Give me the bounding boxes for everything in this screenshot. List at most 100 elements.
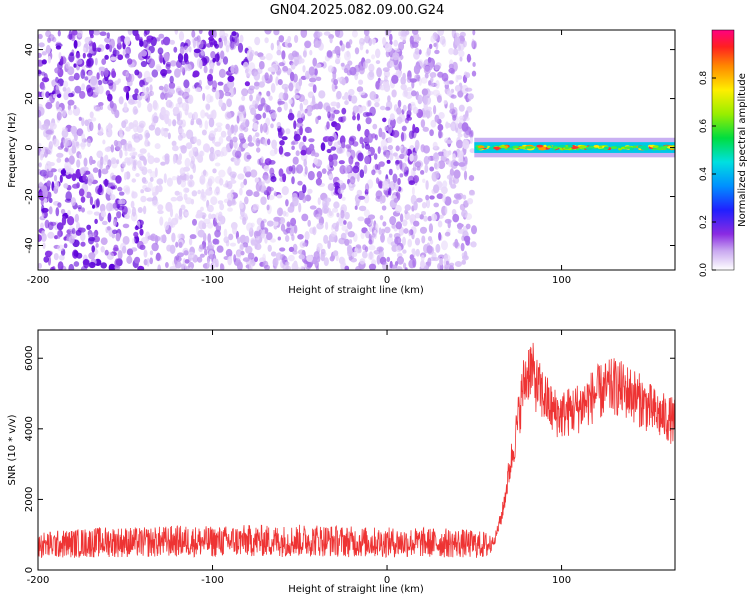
spectrogram-cell xyxy=(118,199,126,205)
spectrogram-cell xyxy=(387,145,394,150)
spectrogram-cell xyxy=(238,132,245,139)
spectrogram-cell xyxy=(220,50,225,60)
spectrogram-cell xyxy=(227,256,233,266)
spectrogram-cell xyxy=(364,183,370,193)
spectrogram-cell xyxy=(391,89,397,98)
spectrogram-cell xyxy=(336,77,343,82)
spectrogram-cell xyxy=(149,90,154,96)
spectrogram-cell xyxy=(456,223,464,228)
spectrogram-cell xyxy=(197,189,202,195)
spectrogram-cell xyxy=(137,265,145,270)
spectrogram-cell xyxy=(262,253,266,262)
spectrogram-cell xyxy=(107,226,111,231)
spectrogram-cell xyxy=(357,216,365,222)
spectrogram-cell xyxy=(174,261,182,269)
spectrogram-cell xyxy=(361,143,365,149)
spectrogram-cell xyxy=(410,194,417,205)
spectrogram-cell xyxy=(368,63,375,72)
spectrogram-cell xyxy=(260,123,263,134)
spectrogram-cell xyxy=(249,51,254,61)
spectrogram-cell xyxy=(341,142,346,149)
spectrogram-cell xyxy=(229,139,234,149)
spectrogram-cell xyxy=(464,213,473,220)
spectrogram-cell xyxy=(245,189,253,197)
spectrogram-cell xyxy=(412,257,417,268)
spectrogram-cell xyxy=(354,205,358,210)
spectrogram-cell xyxy=(142,205,147,215)
spectrogram-cell xyxy=(462,114,467,122)
spectrogram-cell xyxy=(381,131,386,140)
spectrogram-cell xyxy=(379,79,384,85)
spectrogram-cell xyxy=(466,56,472,62)
spectrogram-cell xyxy=(327,240,331,250)
spectrogram-cell xyxy=(403,262,407,269)
spectrogram-cell xyxy=(67,209,71,216)
snr-xtick-label: 100 xyxy=(552,575,571,586)
spectrogram-cell xyxy=(307,111,312,117)
spectrogram-cell xyxy=(317,115,322,121)
spectrogram-cell xyxy=(73,132,78,142)
spectrogram-cell xyxy=(399,213,404,223)
spectrogram-cell xyxy=(382,221,387,227)
spectrogram-cell xyxy=(312,256,318,265)
spectrogram-cell xyxy=(133,231,139,238)
spectrogram-cell xyxy=(236,115,240,124)
spectrogram-cell xyxy=(201,195,207,202)
spectrogram-cell xyxy=(148,58,156,69)
spectrogram-cell xyxy=(316,242,323,251)
spectrogram-cell xyxy=(258,60,265,70)
spectrogram-cell xyxy=(169,266,177,270)
spectrogram-cell xyxy=(214,176,222,184)
spectrogram-cell xyxy=(285,261,290,266)
spectrogram-cell xyxy=(122,236,130,245)
spectrogram-cell xyxy=(178,31,185,41)
spectrogram-cell xyxy=(134,225,139,231)
spectrogram-cell xyxy=(222,56,229,65)
spectrogram-cell xyxy=(302,65,306,73)
spectrogram-cell xyxy=(153,157,160,163)
spectrogram-cell xyxy=(471,225,477,235)
spectrogram-cell xyxy=(368,263,377,270)
spectrogram-cell xyxy=(183,79,190,89)
spectrogram-cell xyxy=(468,130,473,138)
spectrogram-cell xyxy=(395,183,399,191)
spectrogram-cell xyxy=(69,52,74,57)
spectrogram-cell xyxy=(315,213,321,220)
spectrogram-cell xyxy=(265,105,271,113)
spectrogram-cell xyxy=(162,36,171,46)
spectrogram-cell xyxy=(309,77,317,83)
spectrogram-cell xyxy=(381,205,387,211)
spectrogram-cell xyxy=(147,152,151,158)
spectrogram-cell xyxy=(445,139,453,144)
spectrogram-cell xyxy=(214,150,221,155)
spectrogram-cell xyxy=(457,133,463,138)
spectrogram-cell xyxy=(301,213,309,222)
spectrogram-cell xyxy=(64,165,70,176)
spectrogram-cell xyxy=(260,231,266,239)
spectrogram-cell xyxy=(92,167,99,173)
spectrogram-cell xyxy=(379,215,384,221)
spectrogram-cell xyxy=(157,210,164,215)
spectrogram-cell xyxy=(453,32,460,38)
spectrogram-cell xyxy=(379,196,384,204)
spectrogram-cell xyxy=(398,61,402,71)
spectrogram-cell xyxy=(364,143,371,150)
spectrogram-cell xyxy=(136,240,144,250)
spectrogram-cell xyxy=(307,219,312,227)
spectrogram-cell xyxy=(432,257,440,262)
spectrogram-cell xyxy=(294,224,298,234)
spectrogram-cell xyxy=(188,150,194,159)
spectrogram-cell xyxy=(139,228,144,236)
spectrogram-cell xyxy=(98,185,103,193)
spectrogram-cell xyxy=(423,65,431,75)
spectrogram-cell xyxy=(262,139,267,146)
spectrogram-cell xyxy=(176,159,182,165)
spectrogram-cell xyxy=(134,88,139,95)
spectrogram-cell xyxy=(158,33,165,39)
spectrogram-cell xyxy=(424,73,429,79)
spectrogram-cell xyxy=(208,38,216,45)
spectrogram-cell xyxy=(110,144,115,153)
spectrogram-cell xyxy=(302,50,307,58)
spectrogram-cell xyxy=(462,40,467,48)
